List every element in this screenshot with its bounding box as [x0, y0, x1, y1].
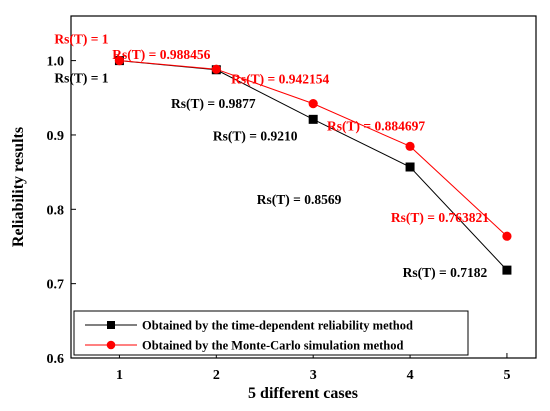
- series-layer: [114, 56, 512, 275]
- x-tick-label: 1: [116, 368, 123, 383]
- annotation-series-0: Rs(T) = 0.7182: [403, 265, 488, 280]
- y-tick-label: 0.7: [47, 278, 65, 293]
- data-point-series-0: [405, 162, 415, 172]
- y-axis-ticks: 0.6 0.7 0.8 0.9 1.0: [47, 55, 76, 367]
- legend-marker-series-1: [106, 340, 116, 350]
- x-tick-label: 3: [310, 368, 317, 383]
- data-point-series-1: [114, 56, 125, 66]
- y-tick-label: 0.8: [47, 203, 65, 218]
- annotation-series-0: Rs(T) = 0.8569: [257, 192, 342, 207]
- annotation-series-1: Rs(T) = 0.884697: [327, 118, 425, 133]
- legend-box: [73, 310, 469, 356]
- x-tick-label: 2: [213, 368, 220, 383]
- x-tick-label: 4: [407, 368, 414, 383]
- annotation-series-1: Rs(T) = 1: [54, 32, 108, 47]
- legend-label-series-0: Obtained by the time-dependent reliabili…: [142, 319, 413, 333]
- data-point-series-1: [502, 231, 512, 241]
- y-axis-title: Reliability results: [10, 127, 27, 247]
- data-point-series-1: [308, 99, 318, 109]
- y-tick-label: 0.6: [47, 352, 65, 367]
- series-line-0: [119, 60, 508, 271]
- data-point-series-1: [405, 141, 415, 151]
- annotation-series-1: Rs(T) = 0.988456: [112, 47, 210, 62]
- annotation-layer: Rs(T) = 1 Rs(T) = 0.9877 Rs(T) = 0.9210 Rs(…: [54, 32, 489, 281]
- legend-marker-series-0: [107, 321, 115, 329]
- annotation-series-0: Rs(T) = 1: [54, 71, 108, 86]
- plot-frame: [70, 15, 537, 359]
- legend-label-series-1: Obtained by the Monte-Carlo simulation m…: [142, 339, 404, 353]
- legend: Obtained by the time-dependent reliabili…: [73, 310, 469, 356]
- data-point-series-1: [211, 64, 221, 74]
- y-tick-label: 1.0: [47, 55, 65, 70]
- data-point-series-0: [308, 114, 318, 124]
- data-point-series-0: [502, 265, 512, 275]
- annotation-series-0: Rs(T) = 0.9210: [213, 128, 298, 143]
- x-axis-title: 5 different cases: [248, 385, 358, 402]
- annotation-series-0: Rs(T) = 0.9877: [171, 96, 256, 111]
- annotation-series-1: Rs(T) = 0.763821: [391, 210, 489, 225]
- x-tick-label: 5: [503, 368, 510, 383]
- annotation-series-1: Rs(T) = 0.942154: [231, 72, 329, 87]
- y-tick-label: 0.9: [47, 129, 65, 144]
